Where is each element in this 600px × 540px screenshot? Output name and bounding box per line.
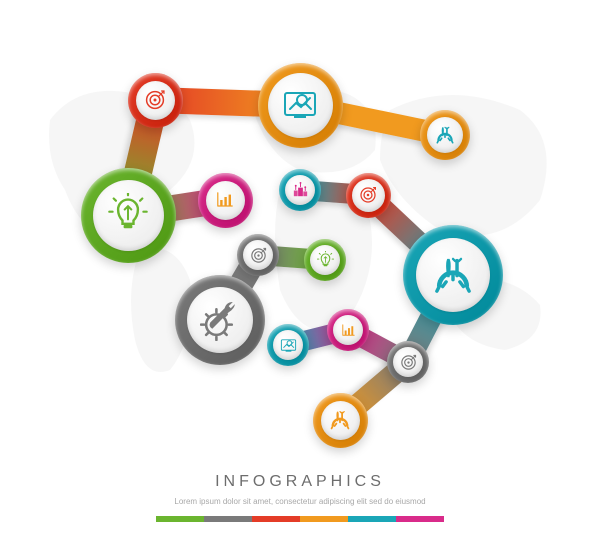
node-n9 [304, 239, 346, 281]
node-n1 [128, 73, 183, 128]
swatch-cyan [348, 516, 396, 522]
tools_gear-icon [321, 401, 360, 440]
analytics-icon [273, 330, 303, 360]
node-n8 [237, 234, 279, 276]
node-n2 [258, 63, 343, 148]
node-n12 [267, 324, 309, 366]
lightbulb-icon [93, 180, 164, 251]
tools_gear-icon [416, 238, 490, 312]
tools_gear-icon [427, 117, 463, 153]
target-icon [352, 179, 385, 212]
analytics-icon [268, 73, 333, 138]
node-n3 [420, 110, 470, 160]
node-n13 [327, 309, 369, 351]
wrench_gear-icon [187, 287, 253, 353]
chart-icon [206, 181, 245, 220]
swatch-green [156, 516, 204, 522]
node-n7 [346, 173, 391, 218]
target-icon [243, 240, 273, 270]
node-n15 [313, 393, 368, 448]
swatch-red [252, 516, 300, 522]
node-n4 [81, 168, 176, 263]
infographic-subtitle: Lorem ipsum dolor sit amet, consectetur … [0, 497, 600, 506]
infographic-network [0, 0, 600, 540]
node-n5 [198, 173, 253, 228]
footer: INFOGRAPHICS Lorem ipsum dolor sit amet,… [0, 473, 600, 522]
chart-icon [333, 315, 363, 345]
node-n6 [279, 169, 321, 211]
node-n10 [175, 275, 265, 365]
node-n14 [387, 341, 429, 383]
node-n11 [403, 225, 503, 325]
swatch-orange [300, 516, 348, 522]
lightbulb-icon [310, 245, 340, 275]
swatch-grey [204, 516, 252, 522]
infographic-title: INFOGRAPHICS [0, 473, 600, 491]
target-icon [393, 347, 423, 377]
podium-icon [285, 175, 315, 205]
swatch-magenta [396, 516, 444, 522]
color-swatches [0, 516, 600, 522]
target-icon [136, 81, 175, 120]
